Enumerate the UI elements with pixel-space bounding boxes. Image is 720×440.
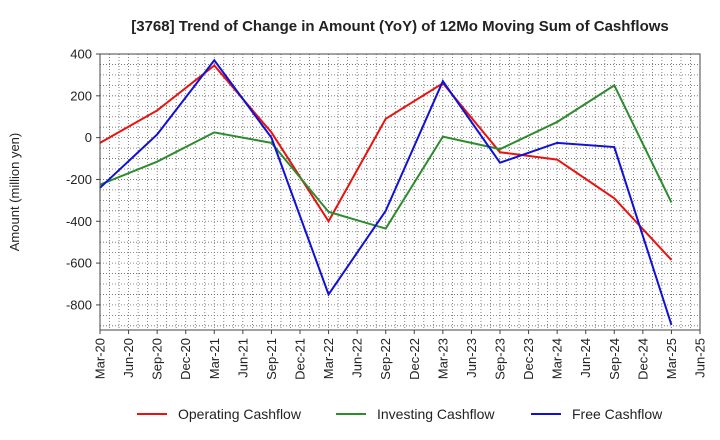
x-tick-label: Sep-23 [493,338,508,380]
y-tick-label: -600 [66,256,92,271]
x-tick-label: Jun-24 [578,338,593,378]
x-tick-label: Jun-23 [464,338,479,378]
x-tick-label: Dec-23 [521,338,536,380]
x-tick-label: Sep-24 [607,338,622,380]
y-axis-ticks: 400 200 0 -200 -400 -600 -800 [66,47,100,312]
x-tick-label: Mar-22 [321,338,336,379]
series-line-operating-cashflow [99,64,673,261]
y-tick-label: -200 [66,172,92,187]
x-tick-label: Mar-21 [207,338,222,379]
x-tick-label: Mar-20 [93,338,108,379]
x-tick-label: Jun-21 [235,338,250,378]
y-tick-label: 400 [70,47,92,62]
series-lines [99,58,673,326]
x-tick-label: Sep-20 [150,338,165,380]
x-tick-label: Mar-25 [664,338,679,379]
x-tick-label: Sep-22 [378,338,393,380]
x-tick-label: Dec-20 [178,338,193,380]
x-tick-label: Jun-20 [121,338,136,378]
y-axis-label: Amount (million yen) [7,133,22,252]
y-tick-label: -400 [66,214,92,229]
x-tick-label: Mar-24 [550,338,565,379]
x-axis-ticks: Mar-20 Jun-20 Sep-20 Dec-20 Mar-21 Jun-21 Sep-… [93,330,708,380]
y-tick-label: -800 [66,297,92,312]
x-tick-label: Dec-21 [293,338,308,380]
x-tick-label: Dec-22 [407,338,422,380]
legend-label: Free Cashflow [572,406,663,422]
grid [99,53,701,330]
x-tick-label: Mar-23 [435,338,450,379]
x-tick-label: Sep-21 [264,338,279,380]
series-line-investing-cashflow [99,83,673,230]
legend: Operating Cashflow Investing Cashflow Free… [137,406,663,422]
x-tick-label: Dec-24 [635,338,650,380]
chart-title: [3768] Trend of Change in Amount (YoY) o… [131,18,669,35]
legend-label: Operating Cashflow [178,406,302,422]
y-tick-label: 200 [70,88,92,103]
y-tick-label: 0 [85,130,92,145]
plot-frame [99,53,701,331]
legend-label: Investing Cashflow [377,406,495,422]
series-line-free-cashflow [99,58,673,326]
x-tick-label: Jun-25 [693,338,708,378]
x-tick-label: Jun-22 [350,338,365,378]
